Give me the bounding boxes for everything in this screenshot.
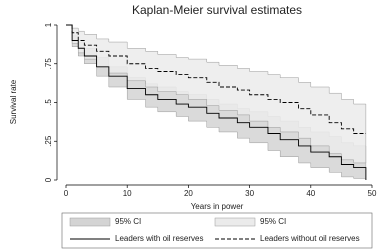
survival-line: [66, 24, 366, 134]
y-tick-label: .5: [44, 99, 53, 106]
y-tick-label: 1: [44, 22, 53, 27]
y-tick-label: 0: [44, 177, 53, 182]
y-tick-label: .75: [44, 58, 53, 70]
legend-label: Leaders with oil reserves: [115, 234, 203, 243]
survival-line: [66, 24, 367, 180]
legend-label: 95% CI: [115, 217, 141, 226]
x-tick-label: 20: [184, 189, 193, 198]
x-tick-label: 0: [64, 189, 69, 198]
legend-label: Leaders without oil reserves: [260, 234, 360, 243]
x-tick-label: 30: [245, 189, 254, 198]
x-tick-label: 50: [368, 189, 377, 198]
y-tick-label: .25: [44, 135, 53, 147]
ci-band: [66, 24, 367, 164]
chart-title: Kaplan-Meier survival estimates: [132, 3, 302, 17]
legend-label: 95% CI: [260, 217, 286, 226]
x-tick-label: 40: [306, 189, 315, 198]
x-tick-label: 10: [123, 189, 132, 198]
legend-swatch: [69, 217, 111, 227]
x-axis-label: Years in power: [191, 202, 244, 211]
y-axis-label: Survival rate: [9, 79, 18, 124]
legend-swatch: [214, 217, 256, 227]
